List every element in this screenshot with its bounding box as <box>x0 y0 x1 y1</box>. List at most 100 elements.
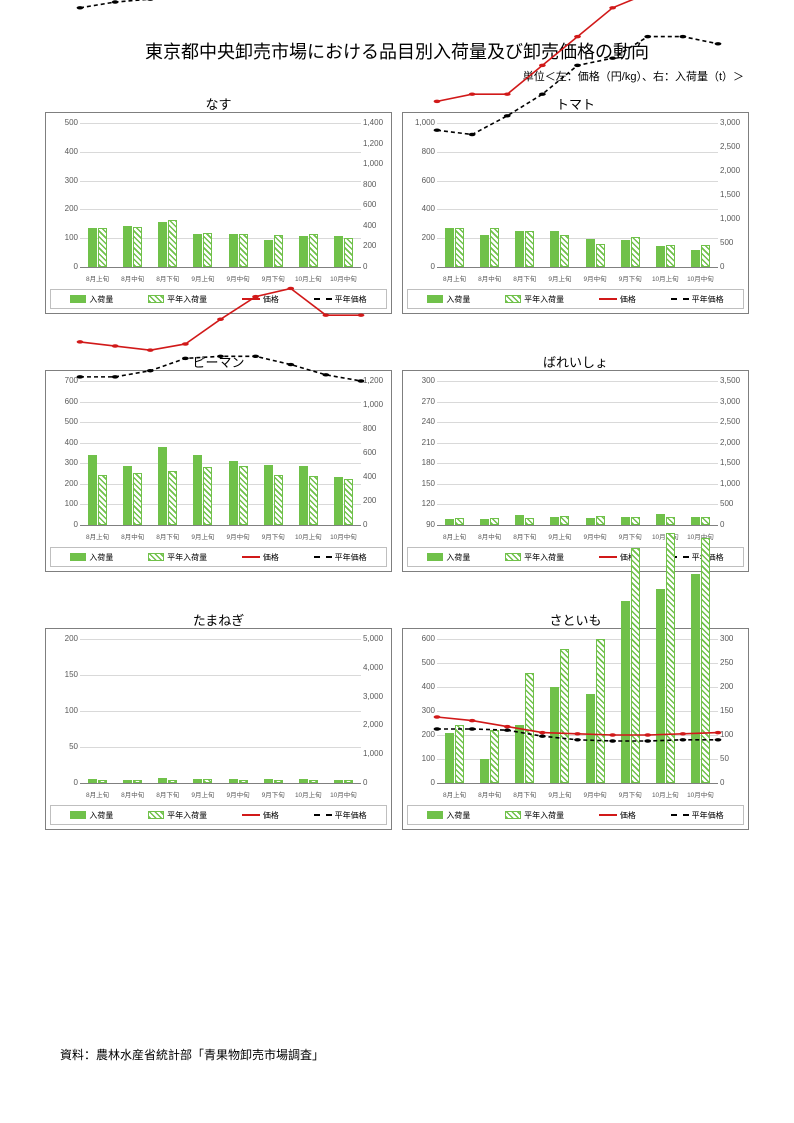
x-tick: 9月中旬 <box>578 789 613 799</box>
x-tick: 8月下旬 <box>507 789 542 799</box>
y-left-tick: 400 <box>48 147 78 156</box>
x-tick: 9月中旬 <box>578 531 613 541</box>
y-right-tick: 5,000 <box>363 634 389 643</box>
x-tick: 8月中旬 <box>115 789 150 799</box>
y-left-tick: 90 <box>405 520 435 529</box>
y-right-tick: 1,000 <box>363 400 389 409</box>
y-right-tick: 500 <box>720 238 746 247</box>
y-right-tick: 600 <box>363 200 389 209</box>
x-tick: 8月下旬 <box>150 789 185 799</box>
chart-title: ばれいしょ <box>402 352 749 370</box>
y-right-tick: 500 <box>720 499 746 508</box>
chart-title: なす <box>45 94 392 112</box>
y-right-tick: 0 <box>720 778 746 787</box>
x-tick: 9月上旬 <box>542 273 577 283</box>
y-left-tick: 100 <box>405 754 435 763</box>
y-left-tick: 300 <box>405 376 435 385</box>
x-tick: 10月中旬 <box>326 531 361 541</box>
x-tick: 8月中旬 <box>472 789 507 799</box>
legend-shipments: 入荷量 <box>70 294 113 305</box>
x-tick: 10月上旬 <box>291 789 326 799</box>
y-right-tick: 2,500 <box>720 142 746 151</box>
page-title: 東京都中央卸売市場における品目別入荷量及び卸売価格の動向 <box>0 0 794 64</box>
legend-avg-shipments: 平年入荷量 <box>148 294 207 305</box>
plot-area <box>437 123 718 267</box>
x-tick: 8月上旬 <box>437 273 472 283</box>
y-right-tick: 150 <box>720 706 746 715</box>
y-left-tick: 0 <box>405 262 435 271</box>
y-right-tick: 0 <box>363 778 389 787</box>
x-tick: 9月下旬 <box>256 531 291 541</box>
x-tick: 9月中旬 <box>221 273 256 283</box>
x-tick: 8月下旬 <box>507 273 542 283</box>
y-left-tick: 0 <box>48 520 78 529</box>
legend: 入荷量平年入荷量価格平年価格 <box>407 547 744 567</box>
x-tick: 10月中旬 <box>326 273 361 283</box>
y-left-tick: 300 <box>48 458 78 467</box>
y-right-tick: 1,000 <box>363 749 389 758</box>
x-tick: 8月下旬 <box>150 531 185 541</box>
chart-title: ピーマン <box>45 352 392 370</box>
y-left-tick: 400 <box>405 682 435 691</box>
y-left-tick: 300 <box>405 706 435 715</box>
legend-avg-shipments: 平年入荷量 <box>148 810 207 821</box>
chart-box: 02004006008001,00005001,0001,5002,0002,5… <box>402 112 749 314</box>
x-tick: 8月下旬 <box>150 273 185 283</box>
y-left-tick: 500 <box>48 417 78 426</box>
x-tick: 9月上旬 <box>185 789 220 799</box>
y-right-tick: 1,200 <box>363 139 389 148</box>
chart-panel: たまねぎ05010015020001,0002,0003,0004,0005,0… <box>45 610 392 850</box>
y-right-tick: 100 <box>720 730 746 739</box>
x-tick: 8月上旬 <box>80 273 115 283</box>
y-right-tick: 3,000 <box>720 118 746 127</box>
x-tick: 9月下旬 <box>256 273 291 283</box>
y-left-tick: 200 <box>405 233 435 242</box>
legend-avg-price: 平年価格 <box>314 294 367 305</box>
legend-price: 価格 <box>599 294 636 305</box>
x-tick: 9月中旬 <box>221 531 256 541</box>
y-left-tick: 200 <box>48 204 78 213</box>
legend: 入荷量平年入荷量価格平年価格 <box>407 289 744 309</box>
y-right-tick: 2,000 <box>720 166 746 175</box>
legend-shipments: 入荷量 <box>427 810 470 821</box>
plot-area <box>437 381 718 525</box>
y-left-tick: 240 <box>405 417 435 426</box>
legend-price: 価格 <box>599 810 636 821</box>
y-left-tick: 150 <box>405 479 435 488</box>
unit-label: 単位＜左：価格（円/kg）、右：入荷量（t）＞ <box>0 68 794 84</box>
y-right-tick: 1,000 <box>363 159 389 168</box>
chart-title: トマト <box>402 94 749 112</box>
x-tick: 9月中旬 <box>221 789 256 799</box>
y-left-tick: 270 <box>405 397 435 406</box>
legend-avg-shipments: 平年入荷量 <box>505 810 564 821</box>
x-tick: 8月上旬 <box>437 531 472 541</box>
y-left-tick: 100 <box>48 499 78 508</box>
y-right-tick: 1,400 <box>363 118 389 127</box>
y-right-tick: 4,000 <box>363 663 389 672</box>
x-tick: 8月上旬 <box>80 531 115 541</box>
chart-panel: ピーマン010020030040050060070002004006008001… <box>45 352 392 592</box>
y-left-tick: 200 <box>48 479 78 488</box>
legend: 入荷量 平年入荷量 価格 平年価格 <box>407 805 744 825</box>
plot-area <box>437 639 718 783</box>
y-left-tick: 400 <box>48 438 78 447</box>
x-tick: 9月上旬 <box>185 273 220 283</box>
legend-price: 価格 <box>242 552 279 563</box>
legend-avg-price: 平年価格 <box>671 810 724 821</box>
y-right-tick: 1,500 <box>720 190 746 199</box>
x-tick: 8月下旬 <box>507 531 542 541</box>
y-right-tick: 0 <box>363 262 389 271</box>
plot-area <box>80 123 361 267</box>
x-tick: 10月上旬 <box>648 789 683 799</box>
chart-panel: トマト02004006008001,00005001,0001,5002,000… <box>402 94 749 334</box>
y-left-tick: 0 <box>405 778 435 787</box>
y-right-tick: 600 <box>363 448 389 457</box>
y-left-tick: 100 <box>48 706 78 715</box>
y-right-tick: 3,000 <box>720 397 746 406</box>
x-tick: 8月中旬 <box>115 531 150 541</box>
legend-shipments: 入荷量 <box>427 294 470 305</box>
y-right-tick: 3,000 <box>363 692 389 701</box>
chart-box: 05010015020001,0002,0003,0004,0005,0008月… <box>45 628 392 830</box>
source-text: 資料：農林水産省統計部「青果物卸売市場調査」 <box>60 1046 324 1063</box>
y-left-tick: 200 <box>48 634 78 643</box>
